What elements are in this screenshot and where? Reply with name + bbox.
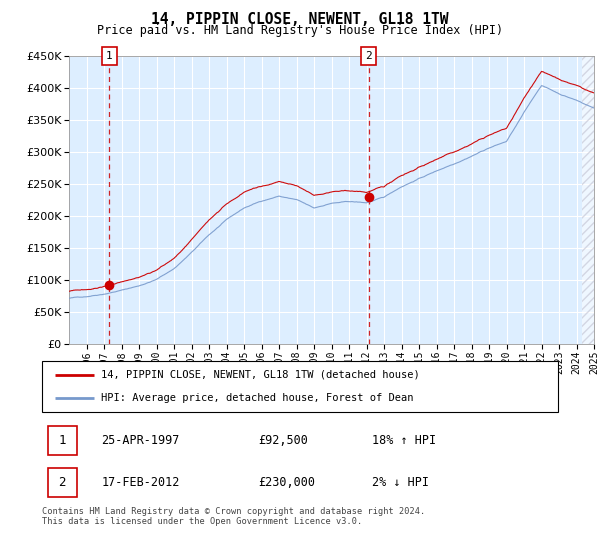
Text: 1: 1 xyxy=(58,434,66,447)
Text: £92,500: £92,500 xyxy=(259,434,308,447)
FancyBboxPatch shape xyxy=(42,361,558,412)
Text: 2% ↓ HPI: 2% ↓ HPI xyxy=(372,476,429,489)
Text: 2: 2 xyxy=(365,51,372,61)
Text: 1: 1 xyxy=(106,51,113,61)
Text: Price paid vs. HM Land Registry's House Price Index (HPI): Price paid vs. HM Land Registry's House … xyxy=(97,24,503,37)
Text: 2: 2 xyxy=(58,476,66,489)
Text: 17-FEB-2012: 17-FEB-2012 xyxy=(101,476,180,489)
Text: 25-APR-1997: 25-APR-1997 xyxy=(101,434,180,447)
FancyBboxPatch shape xyxy=(48,468,77,497)
Text: 14, PIPPIN CLOSE, NEWENT, GL18 1TW: 14, PIPPIN CLOSE, NEWENT, GL18 1TW xyxy=(151,12,449,27)
Text: Contains HM Land Registry data © Crown copyright and database right 2024.
This d: Contains HM Land Registry data © Crown c… xyxy=(42,507,425,526)
Text: £230,000: £230,000 xyxy=(259,476,316,489)
Text: 18% ↑ HPI: 18% ↑ HPI xyxy=(372,434,436,447)
Text: 14, PIPPIN CLOSE, NEWENT, GL18 1TW (detached house): 14, PIPPIN CLOSE, NEWENT, GL18 1TW (deta… xyxy=(101,370,420,380)
FancyBboxPatch shape xyxy=(48,426,77,455)
Text: HPI: Average price, detached house, Forest of Dean: HPI: Average price, detached house, Fore… xyxy=(101,393,414,403)
